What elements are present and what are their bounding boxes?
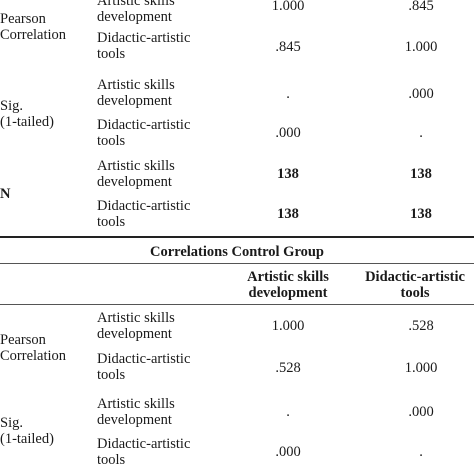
value-cell: .000 — [408, 86, 434, 102]
value-cell: .000 — [275, 125, 301, 141]
row-label-pearson: Pearson Correlation — [0, 332, 67, 364]
value-cell: .845 — [275, 39, 301, 55]
var-label-artistic: Artistic skills development — [97, 158, 175, 190]
column-header-artistic: Artistic skills development — [247, 269, 329, 301]
var-label-didactic: Didactic-artistic tools — [97, 117, 191, 149]
var-label-artistic: Artistic skills development — [97, 77, 175, 109]
value-cell: 138 — [410, 206, 432, 222]
value-cell: .845 — [408, 0, 434, 14]
var-label-artistic: Artistic skills development — [97, 310, 175, 342]
value-cell: .528 — [275, 360, 301, 376]
var-label-didactic: Didactic-artistic tools — [97, 436, 191, 468]
var-label-didactic: Didactic-artistic tools — [97, 198, 191, 230]
row-label-pearson: Pearson Correlation — [0, 11, 67, 43]
value-cell: 1.000 — [271, 318, 305, 334]
column-header-didactic: Didactic-artistic tools — [365, 269, 465, 301]
value-cell: . — [286, 404, 290, 420]
value-cell: 1.000 — [404, 39, 438, 55]
value-cell: . — [419, 125, 423, 141]
value-cell: .528 — [408, 318, 434, 334]
value-cell: . — [419, 444, 423, 460]
row-label-sig: Sig. (1-tailed) — [0, 415, 54, 447]
header-rule — [0, 304, 474, 305]
value-cell: 138 — [410, 166, 432, 182]
title-rule — [0, 263, 474, 264]
row-label-sig: Sig. (1-tailed) — [0, 98, 54, 130]
var-label-artistic: Artistic skills development — [97, 0, 175, 25]
value-cell: . — [286, 86, 290, 102]
value-cell: .000 — [408, 404, 434, 420]
value-cell: 138 — [277, 206, 299, 222]
value-cell: 1.000 — [271, 0, 305, 14]
value-cell: 1.000 — [404, 360, 438, 376]
table-divider — [0, 236, 474, 238]
value-cell: .000 — [275, 444, 301, 460]
var-label-artistic: Artistic skills development — [97, 396, 175, 428]
var-label-didactic: Didactic-artistic tools — [97, 351, 191, 383]
var-label-didactic: Didactic-artistic tools — [97, 30, 191, 62]
table-title: Correlations Control Group — [149, 244, 324, 260]
row-label-n: N — [0, 186, 11, 202]
value-cell: 138 — [277, 166, 299, 182]
